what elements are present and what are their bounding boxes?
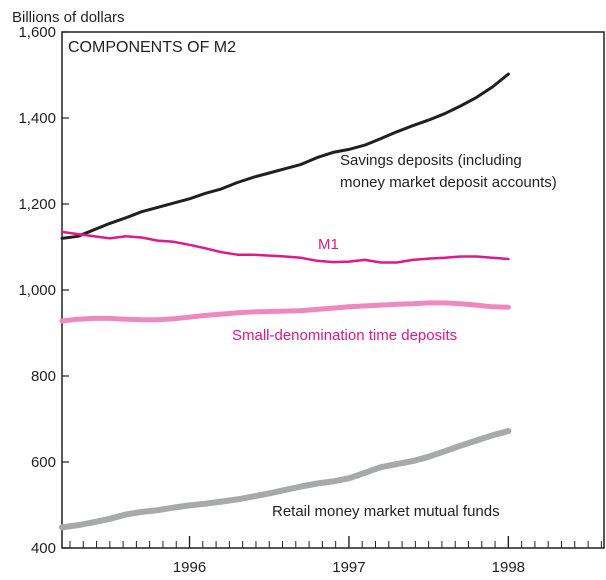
series-annotation-0: Savings deposits (including (340, 152, 522, 169)
y-tick-label: 1,400 (18, 110, 56, 127)
series-line-0 (60, 72, 510, 240)
x-tick-label: 1997 (332, 559, 365, 576)
plot-frame (61, 31, 605, 549)
series-annotation-1: M1 (318, 236, 339, 253)
series-annotation-0: money market deposit accounts) (340, 174, 557, 191)
y-axis-label: Billions of dollars (12, 9, 125, 26)
series-line-3 (59, 428, 512, 531)
series-line-2 (59, 300, 511, 324)
y-tick-label: 800 (31, 368, 56, 385)
series-annotation-3: Retail money market mutual funds (272, 503, 500, 520)
chart-title: COMPONENTS OF M2 (68, 39, 236, 56)
y-tick-label: 1,600 (18, 24, 56, 41)
y-tick-label: 400 (31, 540, 56, 557)
series-line-1 (60, 230, 510, 264)
x-tick-label: 1996 (173, 559, 206, 576)
y-tick-label: 1,200 (18, 196, 56, 213)
x-tick-label: 1998 (492, 559, 525, 576)
y-tick-label: 1,000 (18, 282, 56, 299)
series-annotation-2: Small-denomination time deposits (232, 327, 457, 344)
y-tick-label: 600 (31, 454, 56, 471)
